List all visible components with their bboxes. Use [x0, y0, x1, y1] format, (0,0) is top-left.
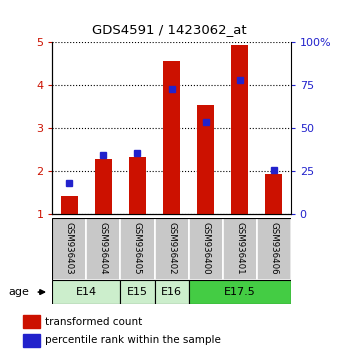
- Bar: [223, 218, 257, 280]
- Text: GSM936404: GSM936404: [99, 222, 108, 275]
- Text: GSM936403: GSM936403: [65, 222, 74, 275]
- Bar: [23, 334, 40, 347]
- Text: GSM936401: GSM936401: [235, 222, 244, 275]
- Bar: [197, 105, 214, 214]
- Bar: [52, 218, 87, 280]
- Text: E17.5: E17.5: [224, 287, 256, 297]
- Bar: [61, 196, 78, 214]
- Text: E16: E16: [161, 287, 182, 297]
- Text: GSM936402: GSM936402: [167, 222, 176, 275]
- Bar: [23, 315, 40, 328]
- Text: GSM936405: GSM936405: [133, 222, 142, 275]
- Bar: [265, 174, 282, 214]
- Text: GSM936400: GSM936400: [201, 222, 210, 275]
- Bar: [129, 157, 146, 214]
- Bar: [163, 61, 180, 214]
- Text: age: age: [8, 287, 29, 297]
- Text: E15: E15: [127, 287, 148, 297]
- Bar: [189, 218, 223, 280]
- Bar: [189, 280, 291, 304]
- Bar: [120, 218, 154, 280]
- Text: transformed count: transformed count: [45, 316, 142, 327]
- Bar: [154, 280, 189, 304]
- Bar: [257, 218, 291, 280]
- Bar: [231, 45, 248, 214]
- Bar: [87, 218, 120, 280]
- Bar: [52, 280, 120, 304]
- Text: E14: E14: [76, 287, 97, 297]
- Text: GDS4591 / 1423062_at: GDS4591 / 1423062_at: [92, 23, 246, 36]
- Bar: [95, 159, 112, 214]
- Bar: [154, 218, 189, 280]
- Text: percentile rank within the sample: percentile rank within the sample: [45, 335, 221, 346]
- Bar: [120, 280, 154, 304]
- Text: GSM936406: GSM936406: [269, 222, 278, 275]
